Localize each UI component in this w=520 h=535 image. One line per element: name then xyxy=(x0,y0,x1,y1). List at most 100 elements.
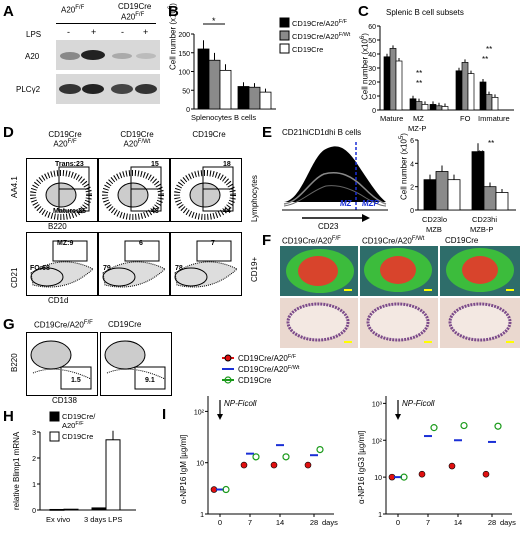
panel-h-legend-label: A20F/F xyxy=(62,421,84,430)
panel-g-xaxis: CD138 xyxy=(52,396,77,405)
panel-e-bar xyxy=(471,151,485,211)
panel-e-ytick-label: 6 xyxy=(410,138,414,145)
panel-c-label: C xyxy=(358,3,369,20)
panel-i-right-point xyxy=(494,422,502,430)
panel-e-mzp-label: MZP xyxy=(362,199,379,208)
panel-c-ylabel: Cell number (x106) xyxy=(360,33,370,100)
panel-i-left-point xyxy=(282,453,290,461)
panel-e-sig-star: ** xyxy=(488,139,494,148)
panel-b-legend-swatch xyxy=(279,17,290,28)
panel-g-col: CD19Cre xyxy=(108,320,142,329)
panel-a-lps: LPS xyxy=(26,30,42,39)
panel-b-legend-swatch xyxy=(279,30,290,41)
panel-h-bar xyxy=(49,508,65,511)
panel-b-ylabel: Cell number (x106) xyxy=(168,3,178,70)
panel-b-ytick-label: 0 xyxy=(186,107,190,114)
panel-e-ylabel: Cell number (x105) xyxy=(399,133,409,200)
panel-d-col-title: CD19Cre A20F/Wt xyxy=(120,130,154,149)
panel-c-bar xyxy=(383,56,391,111)
panel-c-bar xyxy=(491,97,499,111)
panel-b-bar xyxy=(208,59,221,110)
panel-b-legend-label: CD19Cre/A20F/F xyxy=(292,19,348,28)
panel-c-ytick-label: 50 xyxy=(368,38,376,45)
panel-c-bar xyxy=(409,98,417,111)
panel-d-col-title: CD19Cre xyxy=(192,130,226,139)
panel-e-histogram xyxy=(282,142,388,211)
panel-c-bar xyxy=(479,81,487,111)
panel-a-western-blot xyxy=(56,40,160,104)
panel-e-label: E xyxy=(262,124,273,141)
panel-a-label: A xyxy=(3,3,14,20)
panel-c-sig-star: ** xyxy=(416,79,422,88)
panel-e-bar xyxy=(423,179,437,211)
panel-i-left-point xyxy=(222,485,230,494)
panel-i-left-point xyxy=(240,461,248,469)
panel-i-left-xtick-label: 28 xyxy=(310,518,318,527)
panel-e-bar xyxy=(483,186,497,211)
panel-f-immunofluorescence xyxy=(280,246,520,296)
panel-d-row1-xaxis: B220 xyxy=(48,222,67,231)
panel-g-label: G xyxy=(3,316,15,333)
panel-e-bar xyxy=(495,192,509,211)
panel-d-col-title: CD19Cre A20F/F xyxy=(48,130,82,149)
panel-e-mz-label: MZ xyxy=(340,199,352,208)
panel-e-ytick-label: 2 xyxy=(410,185,414,192)
panel-e-xaxis: CD23 xyxy=(318,222,339,231)
panel-h-legend-label: CD19Cre xyxy=(62,432,93,441)
panel-h-ytick-label: 1 xyxy=(32,482,36,489)
panel-c-bar xyxy=(389,48,397,111)
panel-c-category: MZ-P xyxy=(408,124,426,133)
panel-c-bar xyxy=(455,70,463,111)
panel-h-bar xyxy=(105,439,121,511)
panel-h-ytick-label: 3 xyxy=(32,430,36,437)
panel-i-legend-label: CD19Cre/A20F/F xyxy=(238,354,297,363)
panel-h-chart: 0 1 2 3 Ex vivo 3 days LPS CD19Cre/A20F/F CD19C… xyxy=(32,411,136,524)
panel-a-col3: A20F/F xyxy=(121,12,145,22)
panel-b-legend-label: CD19Cre xyxy=(292,45,323,54)
panel-i-right-point xyxy=(430,424,438,432)
panel-f-col: CD19Cre/A20F/Wt xyxy=(362,236,425,246)
panel-c-bar xyxy=(441,106,449,111)
panel-b-ytick-label: 200 xyxy=(178,32,190,39)
arrow-right-icon xyxy=(302,214,370,222)
panel-i-left-arrow-label: NP-Ficoll xyxy=(224,399,257,408)
facs-plot: MZ:9 FO:68 xyxy=(26,232,98,296)
panel-i-left-point xyxy=(270,461,278,469)
panel-d-row2-yaxis: CD21 xyxy=(10,267,19,288)
panel-i-left-ytick-label: 10² xyxy=(194,409,205,416)
panel-i-label: I xyxy=(162,406,167,423)
panel-e-bar xyxy=(435,171,449,211)
panel-c-ytick-label: 40 xyxy=(368,52,376,59)
panel-a-band-label: PLCγ2 xyxy=(16,85,41,94)
panel-i-right-xtick-label: 0 xyxy=(396,518,400,527)
panel-b-bar xyxy=(259,91,272,110)
panel-b-ytick-label: 150 xyxy=(178,51,190,58)
panel-h-label: H xyxy=(3,408,14,425)
panel-i-right-xunit: days xyxy=(500,518,516,527)
panel-f-label: F xyxy=(262,232,272,249)
facs-plot: 18 44 xyxy=(170,158,242,222)
panel-c-ytick-label: 10 xyxy=(368,94,376,101)
panel-b-legend-swatch xyxy=(279,43,290,54)
panel-c-ytick-label: 20 xyxy=(368,80,376,87)
panel-h-category: Ex vivo xyxy=(46,515,70,524)
panel-h-ylabel: relative Blimp1 mRNA xyxy=(12,431,21,510)
panel-i-left-xtick-label: 0 xyxy=(218,518,222,527)
panel-c-title: Splenic B cell subsets xyxy=(386,8,464,17)
panel-c-bar xyxy=(415,101,423,111)
panel-i-right-point xyxy=(448,462,456,470)
panel-a-lps-mark: + xyxy=(91,27,97,37)
panel-i-left-xtick-label: 14 xyxy=(276,518,284,527)
panel-i-right-xtick-label: 7 xyxy=(426,518,430,527)
panel-i-right-arrow-label: NP-Ficoll xyxy=(402,399,435,408)
panel-i-right-ytick-label: 1 xyxy=(378,512,382,519)
facs-plot: Trans:23 Mature:25 xyxy=(26,158,98,222)
panel-a-lps-mark: - xyxy=(121,27,124,37)
panel-h-ytick-label: 0 xyxy=(32,508,36,515)
panel-e-ytick-label: 0 xyxy=(410,208,414,215)
panel-b-ytick-label: 100 xyxy=(178,70,190,77)
panel-i-right-xtick-label: 28 xyxy=(488,518,496,527)
panel-f-col: CD19Cre xyxy=(445,236,479,245)
panel-e-ytick-label: 4 xyxy=(410,161,414,168)
